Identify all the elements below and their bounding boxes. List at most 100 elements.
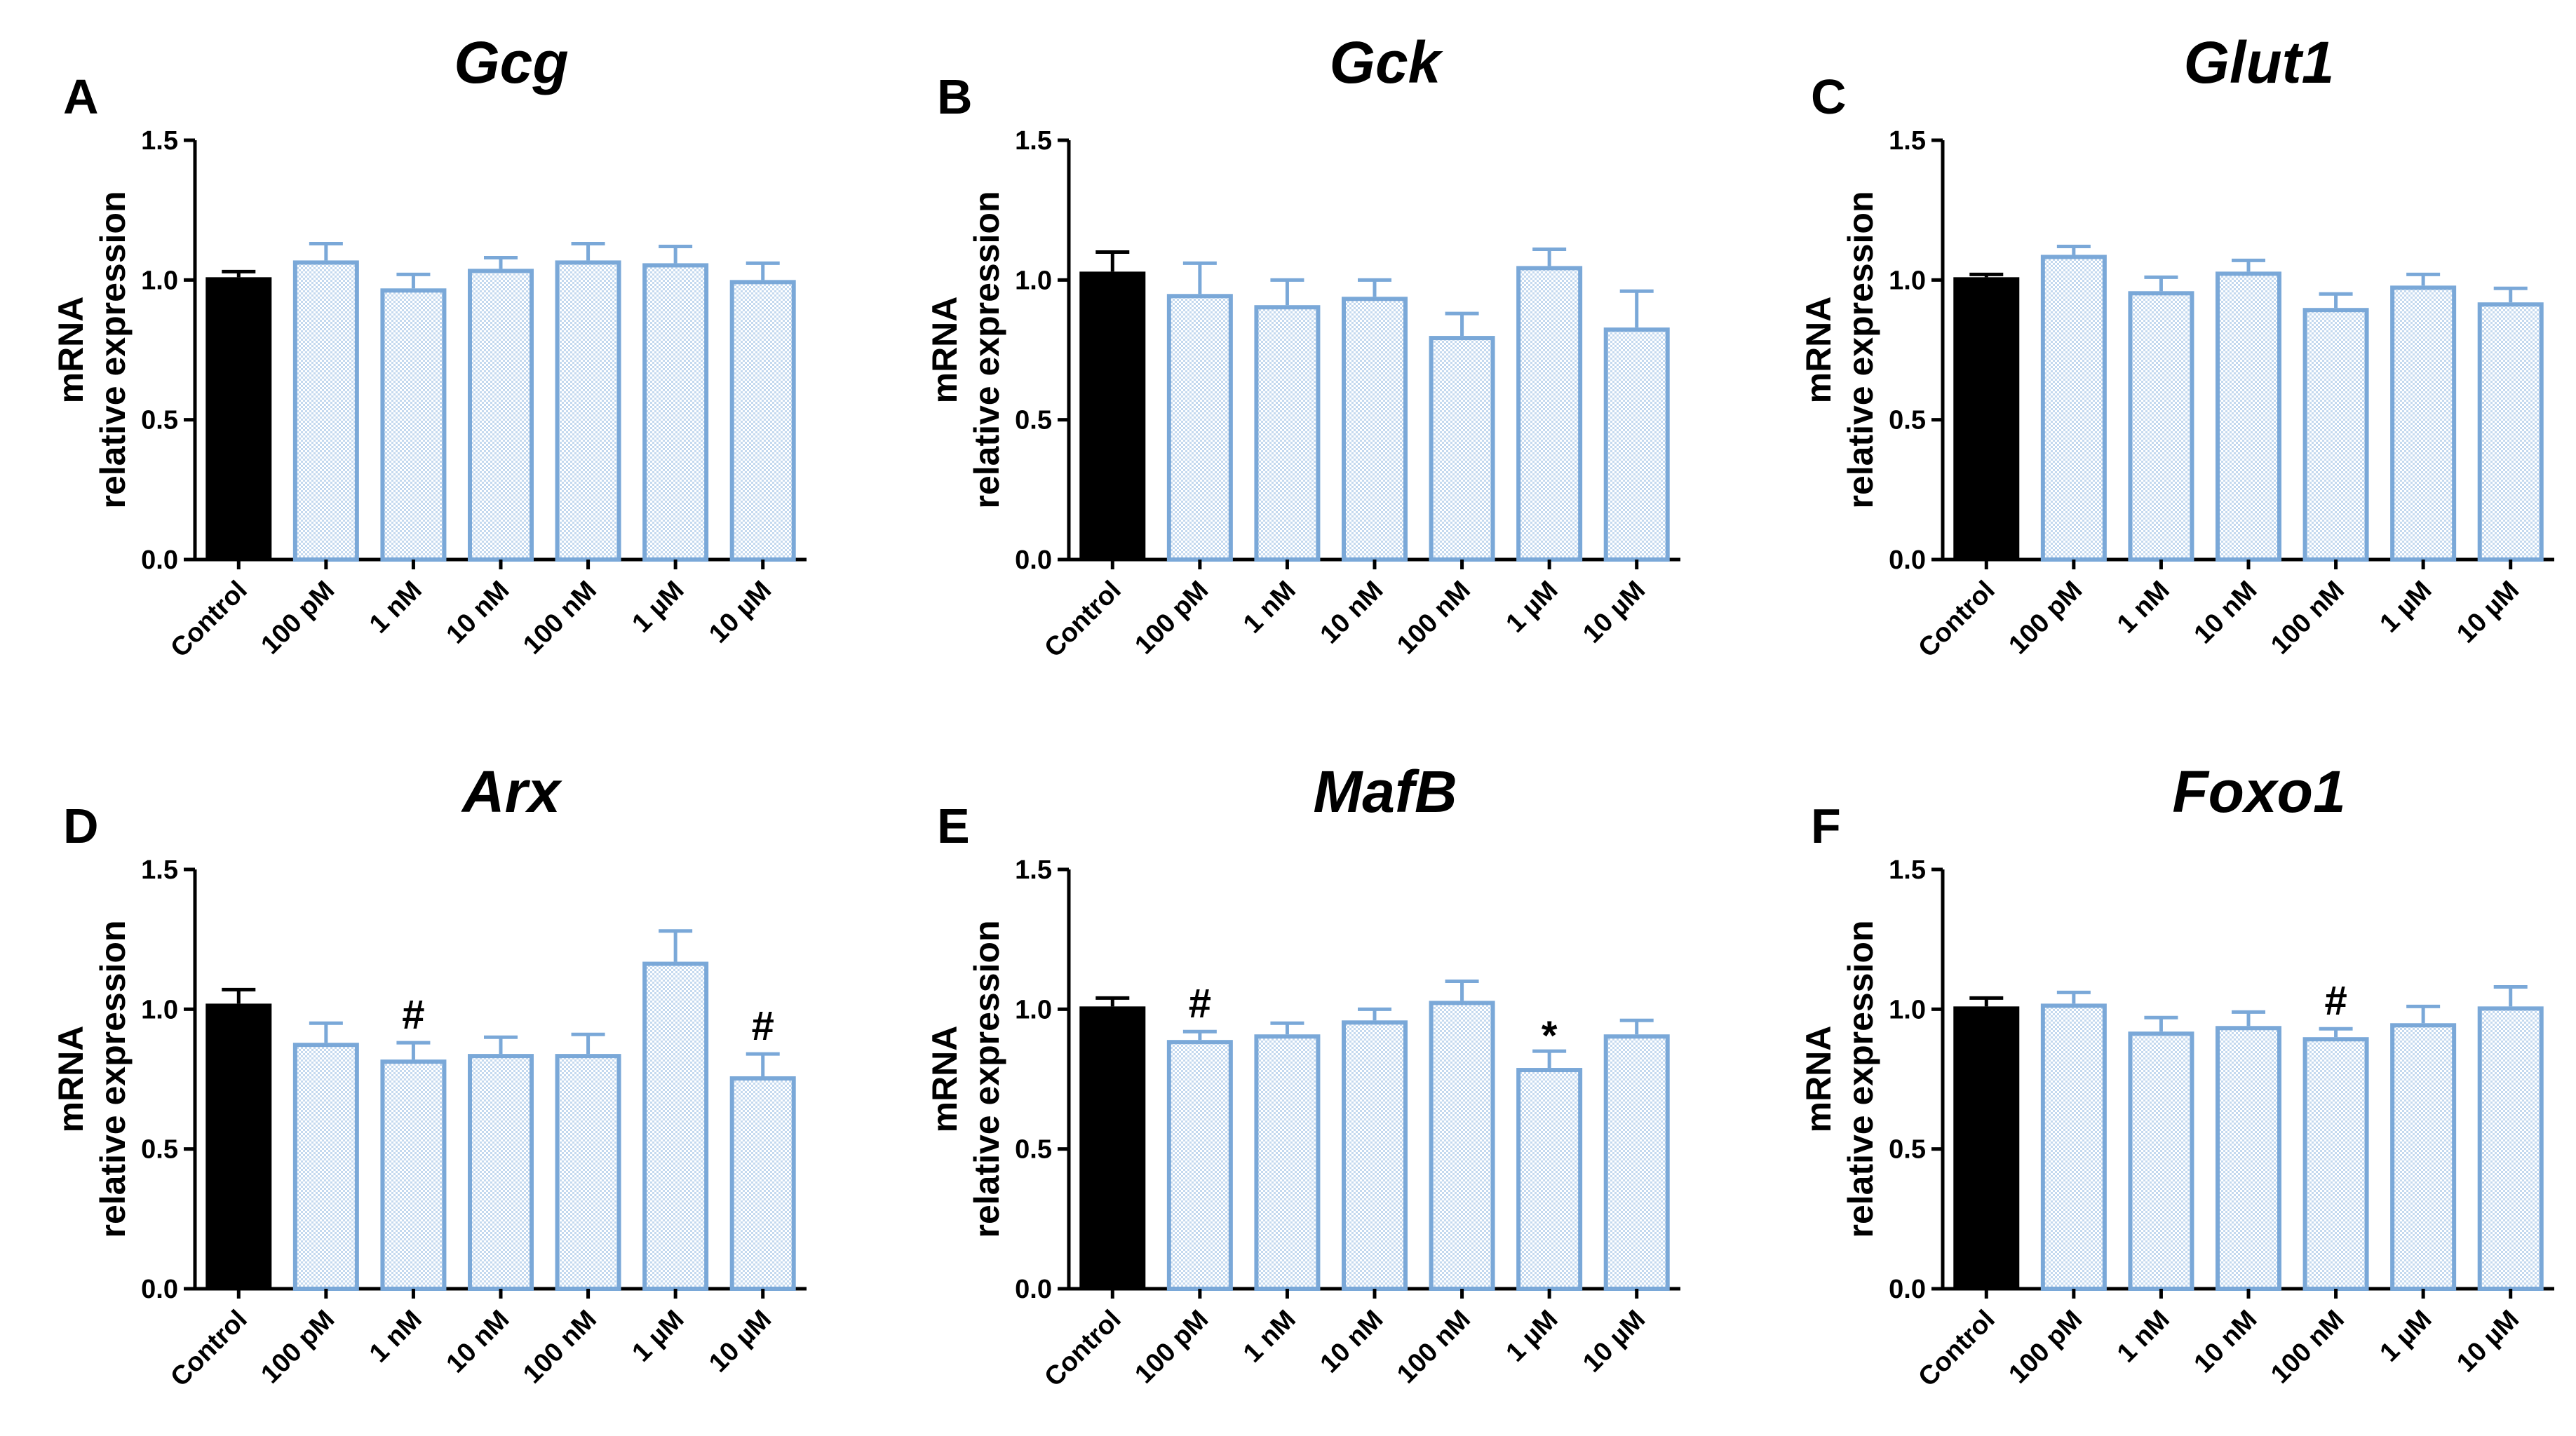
y-axis-label-group: mRNA relative expression bbox=[925, 920, 1006, 1238]
panel-letter: C bbox=[1811, 69, 1847, 124]
bar-treatment bbox=[729, 1076, 796, 1291]
bar-treatment bbox=[2302, 1037, 2369, 1291]
category-label: Control bbox=[165, 576, 252, 663]
bar-treatment bbox=[1429, 1001, 1495, 1291]
bar-treatment bbox=[2216, 1026, 2281, 1291]
chart-panel-c: C Glut1 mRNA relative expression 0.0 0.5 1.0 1.… bbox=[1799, 29, 2554, 663]
bar-treatment bbox=[1429, 336, 1495, 562]
y-axis-label-group: mRNA relative expression bbox=[51, 191, 133, 508]
bar-treatment bbox=[2128, 1031, 2194, 1291]
y-axis-label-line1: mRNA bbox=[51, 1026, 90, 1133]
bar-treatment bbox=[2477, 302, 2544, 562]
category-label: 1 µM bbox=[627, 1305, 690, 1368]
y-tick-label: 1.5 bbox=[141, 126, 178, 156]
y-tick-label: 1.0 bbox=[141, 995, 178, 1024]
panel-letter: D bbox=[63, 799, 99, 853]
y-axis-label-line1: mRNA bbox=[1799, 297, 1838, 404]
bar-treatment bbox=[1166, 294, 1233, 562]
bar-treatment bbox=[2390, 1023, 2457, 1291]
chart-title: MafB bbox=[1313, 759, 1457, 825]
bar-treatment bbox=[2302, 308, 2369, 562]
y-axis-label-line1: mRNA bbox=[925, 297, 964, 404]
bar-treatment bbox=[1516, 1068, 1583, 1291]
bar-control bbox=[205, 1003, 272, 1289]
bar-treatment bbox=[729, 280, 796, 562]
y-tick-label: 0.0 bbox=[1015, 1275, 1052, 1304]
y-tick-label: 0.0 bbox=[141, 546, 178, 575]
chart-panel-a: A Gcg mRNA relative expression 0.0 0.5 1.0 1.5 C… bbox=[51, 29, 807, 663]
panel-letter: E bbox=[937, 799, 970, 853]
y-tick-label: 1.5 bbox=[1015, 126, 1052, 156]
category-label: 10 nM bbox=[2189, 576, 2263, 650]
bar-treatment bbox=[2128, 291, 2194, 562]
panel-letter: A bbox=[63, 69, 99, 124]
y-axis-label-group: mRNA relative expression bbox=[1799, 920, 1880, 1238]
y-tick-label: 0.0 bbox=[1015, 546, 1052, 575]
bar-treatment bbox=[380, 1059, 447, 1291]
category-label: 100 pM bbox=[1129, 576, 1214, 661]
bar-treatment bbox=[292, 260, 359, 562]
bar-treatment bbox=[555, 1054, 621, 1291]
y-axis-label-line2: relative expression bbox=[1841, 191, 1880, 508]
category-label: 100 nM bbox=[1391, 1305, 1476, 1390]
significance-marker: # bbox=[2324, 978, 2347, 1024]
category-label: 100 pM bbox=[255, 1305, 340, 1390]
chart-panel-f: F Foxo1 mRNA relative expression 0.0 0.5 1.0 1.… bbox=[1799, 759, 2554, 1393]
y-axis-label-line2: relative expression bbox=[967, 191, 1006, 508]
bar-treatment bbox=[1254, 305, 1321, 562]
y-axis-label-group: mRNA relative expression bbox=[51, 920, 133, 1238]
bar-treatment bbox=[1166, 1040, 1233, 1291]
chart-title: Foxo1 bbox=[2172, 759, 2345, 825]
panel-letter: F bbox=[1811, 799, 1841, 853]
category-label: 10 nM bbox=[441, 576, 515, 650]
category-label: 10 nM bbox=[1315, 576, 1389, 650]
y-tick-label: 0.5 bbox=[1015, 406, 1052, 435]
chart-title: Arx bbox=[461, 759, 562, 825]
bar-treatment bbox=[2216, 271, 2281, 562]
y-tick-label: 0.0 bbox=[1889, 546, 1926, 575]
y-tick-label: 0.5 bbox=[1015, 1135, 1052, 1165]
bar-treatment bbox=[2477, 1006, 2544, 1291]
y-tick-label: 1.0 bbox=[1015, 266, 1052, 295]
category-label: 1 nM bbox=[1238, 576, 1302, 639]
y-axis-label-line2: relative expression bbox=[967, 920, 1006, 1238]
y-tick-label: 0.5 bbox=[1889, 406, 1926, 435]
bar-treatment bbox=[1603, 327, 1670, 562]
y-tick-label: 0.5 bbox=[141, 1135, 178, 1165]
category-label: 100 pM bbox=[2003, 576, 2088, 661]
category-label: 10 µM bbox=[703, 1305, 777, 1379]
bar-treatment bbox=[468, 1054, 534, 1291]
category-label: 10 nM bbox=[441, 1305, 515, 1379]
significance-marker: # bbox=[402, 992, 424, 1038]
bar-treatment bbox=[2390, 285, 2457, 562]
bar-control bbox=[1953, 277, 2020, 560]
y-axis-label-group: mRNA relative expression bbox=[1799, 191, 1880, 508]
chart-panel-b: B Gck mRNA relative expression 0.0 0.5 1.0 1.5 C… bbox=[925, 29, 1680, 663]
chart-title: Gck bbox=[1330, 29, 1444, 95]
category-label: 10 nM bbox=[1315, 1305, 1389, 1379]
bar-control bbox=[205, 277, 272, 560]
category-label: 100 pM bbox=[1129, 1305, 1214, 1390]
chart-title: Gcg bbox=[454, 29, 568, 95]
category-label: 100 nM bbox=[2265, 1305, 2350, 1390]
category-label: 1 µM bbox=[1501, 1305, 1564, 1368]
y-tick-label: 0.5 bbox=[1889, 1135, 1926, 1165]
category-label: 1 nM bbox=[2112, 1305, 2176, 1369]
category-label: 1 nM bbox=[364, 1305, 428, 1369]
significance-marker: # bbox=[1189, 981, 1211, 1027]
y-tick-label: 0.5 bbox=[141, 406, 178, 435]
category-label: 1 µM bbox=[627, 576, 690, 639]
category-label: Control bbox=[1039, 576, 1126, 663]
bar-treatment bbox=[642, 263, 709, 562]
y-tick-label: 1.5 bbox=[1015, 855, 1052, 885]
category-label: 100 pM bbox=[2003, 1305, 2088, 1390]
y-tick-label: 1.5 bbox=[141, 855, 178, 885]
bar-treatment bbox=[1603, 1034, 1670, 1291]
category-label: 10 µM bbox=[1577, 576, 1651, 649]
category-label: 10 nM bbox=[2189, 1305, 2263, 1379]
bar-treatment bbox=[292, 1043, 359, 1291]
category-label: Control bbox=[1039, 1305, 1126, 1393]
bar-treatment bbox=[1254, 1034, 1321, 1291]
significance-marker: * bbox=[1542, 1013, 1558, 1059]
